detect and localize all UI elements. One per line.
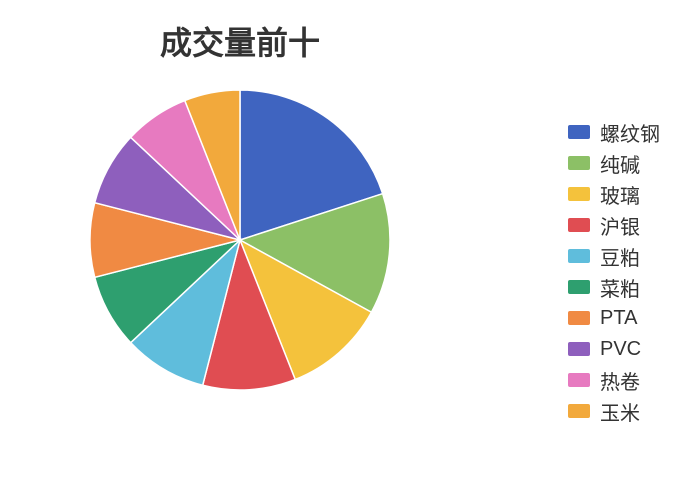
legend-swatch [568,125,590,139]
legend-label: 纯碱 [600,149,640,178]
legend-swatch [568,280,590,294]
chart-title: 成交量前十 [0,18,480,64]
legend-swatch [568,249,590,263]
pie-svg [90,90,390,390]
legend-item[interactable]: 玉米 [568,399,660,423]
legend-label: PVC [600,338,641,361]
legend-label: 菜粕 [600,273,640,302]
legend-item[interactable]: 玻璃 [568,182,660,206]
legend-swatch [568,373,590,387]
legend-label: 热卷 [600,366,640,395]
legend-item[interactable]: 沪银 [568,213,660,237]
legend-swatch [568,187,590,201]
legend-swatch [568,311,590,325]
legend-swatch [568,156,590,170]
legend-label: 螺纹钢 [600,118,660,147]
pie-chart [90,90,390,390]
legend-item[interactable]: PTA [568,306,660,330]
legend-label: PTA [600,307,637,330]
legend: 螺纹钢纯碱玻璃沪银豆粕菜粕 PTA PVC 热卷玉米 [568,120,660,423]
legend-item[interactable]: PVC [568,337,660,361]
legend-item[interactable]: 热卷 [568,368,660,392]
legend-label: 豆粕 [600,242,640,271]
legend-item[interactable]: 螺纹钢 [568,120,660,144]
legend-item[interactable]: 豆粕 [568,244,660,268]
chart-card: 成交量前十 螺纹钢纯碱玻璃沪银豆粕菜粕 PTA PVC 热卷玉米 [0,0,700,500]
legend-item[interactable]: 菜粕 [568,275,660,299]
legend-swatch [568,404,590,418]
legend-label: 沪银 [600,211,640,240]
legend-label: 玉米 [600,397,640,426]
legend-item[interactable]: 纯碱 [568,151,660,175]
legend-swatch [568,342,590,356]
legend-label: 玻璃 [600,180,640,209]
legend-swatch [568,218,590,232]
